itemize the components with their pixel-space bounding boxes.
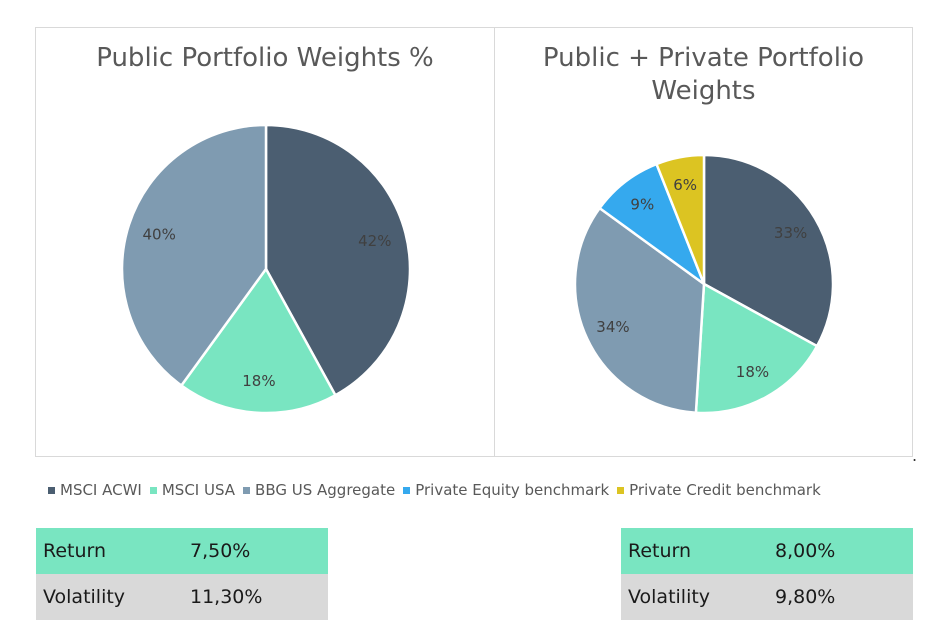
stray-mark: . — [912, 446, 918, 465]
pie-slice — [120, 123, 268, 387]
data-label: 42% — [358, 232, 391, 250]
pie-slice — [573, 206, 706, 414]
legend: MSCI ACWI MSCI USA BBG US Aggregate Priv… — [48, 480, 829, 500]
return-label: Return — [621, 528, 768, 574]
legend-item: MSCI ACWI — [48, 481, 142, 499]
volatility-label: Volatility — [621, 574, 768, 620]
return-label: Return — [36, 528, 183, 574]
legend-label: BBG US Aggregate — [255, 481, 396, 499]
data-label: 33% — [774, 224, 807, 242]
data-label: 40% — [143, 225, 176, 243]
table-row-volatility: Volatility 9,80% — [621, 574, 913, 620]
legend-swatch — [48, 486, 55, 494]
legend-swatch — [403, 486, 411, 494]
legend-label: MSCI USA — [161, 481, 236, 499]
stats-table-public-private: Return 8,00% Volatility 9,80% — [621, 528, 913, 620]
table-row-return: Return 8,00% — [621, 528, 913, 574]
pie-chart-public-private: 33% 18% 34% 9% 6% — [573, 153, 835, 415]
legend-label: Private Credit benchmark — [629, 481, 821, 499]
legend-swatch — [617, 486, 625, 494]
chart-panel-public: Public Portfolio Weights % 42% 18% 40% — [35, 27, 495, 457]
legend-label: Private Equity benchmark — [415, 481, 610, 499]
legend-item: Private Equity benchmark — [403, 481, 609, 499]
data-label: 18% — [242, 372, 275, 390]
volatility-value: 11,30% — [183, 574, 328, 620]
table-row-volatility: Volatility 11,30% — [36, 574, 328, 620]
legend-item: BBG US Aggregate — [243, 481, 395, 499]
pie-slice — [694, 282, 819, 415]
pie-slice — [264, 123, 412, 397]
chart-panel-public-private: Public + Private Portfolio Weights 33% 18… — [494, 27, 913, 457]
volatility-label: Volatility — [36, 574, 183, 620]
return-value: 8,00% — [768, 528, 913, 574]
pie-slice — [180, 267, 337, 415]
legend-item: Private Credit benchmark — [617, 481, 821, 499]
table-row-return: Return 7,50% — [36, 528, 328, 574]
legend-label: MSCI ACWI — [60, 481, 142, 499]
data-label: 6% — [673, 176, 697, 194]
legend-swatch — [243, 486, 251, 494]
legend-swatch — [149, 486, 157, 494]
return-value: 7,50% — [183, 528, 328, 574]
volatility-value: 9,80% — [768, 574, 913, 620]
data-label: 18% — [736, 363, 769, 381]
pie-chart-public: 42% 18% 40% — [120, 123, 412, 415]
pie-slice — [702, 153, 835, 348]
data-label: 34% — [596, 318, 629, 336]
stats-table-public: Return 7,50% Volatility 11,30% — [36, 528, 328, 620]
legend-item: MSCI USA — [149, 481, 236, 499]
pie-slice — [655, 153, 706, 286]
chart-title: Public Portfolio Weights % — [96, 43, 434, 73]
data-label: 9% — [630, 195, 654, 213]
chart-title: Public + Private Portfolio Weights — [542, 43, 865, 106]
